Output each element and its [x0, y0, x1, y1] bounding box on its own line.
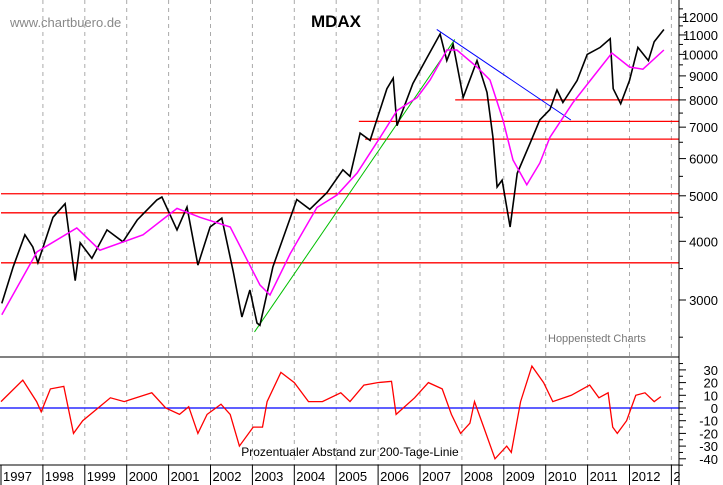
y-tick-label: 12000	[682, 10, 718, 25]
uptrend-line	[254, 39, 456, 333]
y-tick-label: 9000	[689, 69, 718, 84]
oscillator-tick-label: 0	[711, 401, 718, 416]
x-tick-label: 1999	[87, 469, 116, 484]
x-tick-label: 2011	[590, 469, 618, 484]
series-layer	[0, 29, 679, 461]
oscillator-tick-label: 30	[704, 363, 718, 378]
support-lines	[1, 99, 679, 264]
year-gridlines	[42, 0, 672, 465]
y-tick-label: 5000	[689, 189, 718, 204]
y-tick-label: 11000	[683, 28, 718, 43]
x-tick-label: 2003	[254, 469, 283, 484]
x-tick-label: 1998	[45, 469, 74, 484]
x-tick-label: 2000	[129, 469, 158, 484]
oscillator-tick-label: -40	[699, 452, 718, 467]
price-series	[1, 29, 665, 327]
y-tick-label: 4000	[689, 234, 718, 249]
watermark: www.chartbuero.de	[9, 15, 121, 30]
credit-label: Hoppenstedt Charts	[548, 333, 646, 345]
x-tick-label: 2012	[632, 469, 661, 484]
y-tick-label: 6000	[689, 152, 718, 167]
y-tick-label: 10000	[682, 47, 718, 62]
y-tick-label: 3000	[689, 293, 718, 308]
oscillator-tick-label: 10	[704, 388, 718, 403]
ma200-series	[1, 49, 665, 316]
x-tick-label: 2007	[422, 469, 451, 484]
x-tick-label: 2005	[338, 469, 367, 484]
downtrend-line	[436, 29, 572, 121]
x-tick-label: 2001	[171, 469, 200, 484]
oscillator-series	[0, 364, 662, 461]
x-tick-label: 2009	[506, 469, 535, 484]
x-tick-label: 1997	[3, 469, 32, 484]
y-tick-label: 8000	[689, 93, 718, 108]
x-tick-label: 2	[673, 469, 680, 484]
oscillator-tick-label: 20	[704, 376, 718, 391]
x-tick-label: 2004	[296, 469, 325, 484]
x-tick-label: 2002	[213, 469, 242, 484]
x-tick-label: 2006	[380, 469, 409, 484]
x-tick-label: 2008	[464, 469, 493, 484]
oscillator-tick-label: -20	[699, 426, 718, 441]
y-tick-label: 7000	[689, 120, 718, 135]
x-tick-label: 2010	[548, 469, 577, 484]
oscillator-tick-label: -30	[699, 439, 718, 454]
oscillator-title: Prozentualer Abstand zur 200-Tage-Linie	[241, 445, 459, 459]
oscillator-tick-label: -10	[699, 414, 718, 429]
chart-title: MDAX	[311, 12, 362, 31]
